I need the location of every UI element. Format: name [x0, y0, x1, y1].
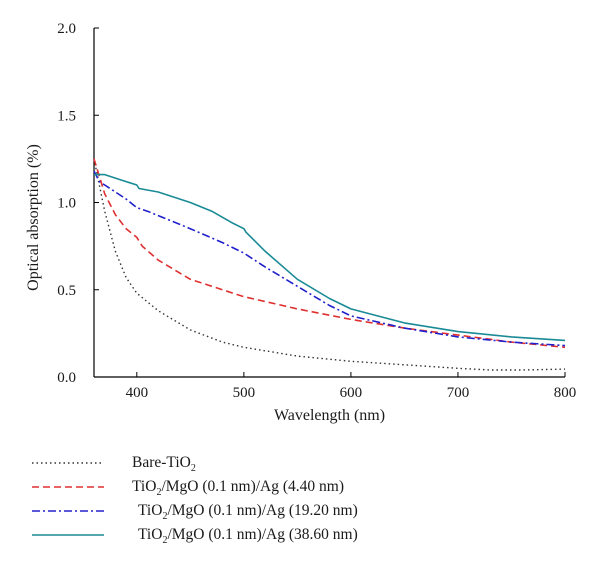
- legend-swatch: [32, 510, 104, 512]
- legend-label-post: /MgO (0.1 nm)/Ag (4.40 nm): [161, 478, 344, 495]
- series-line-2: [93, 158, 566, 349]
- legend-swatch: [32, 486, 104, 488]
- legend-item: TiO2/MgO (0.1 nm)/Ag (4.40 nm): [26, 476, 586, 500]
- x-tick-label: 600: [340, 385, 363, 401]
- legend-item: TiO2/MgO (0.1 nm)/Ag (38.60 nm): [26, 524, 586, 548]
- chart-legend: Bare-TiO2 TiO2/MgO (0.1 nm)/Ag (4.40 nm) T…: [26, 452, 586, 548]
- x-tick-label: 700: [447, 385, 470, 401]
- x-tick-label: 800: [554, 385, 577, 401]
- legend-item: TiO2/MgO (0.1 nm)/Ag (19.20 nm): [26, 500, 586, 524]
- y-tick-label: 0.5: [57, 283, 76, 299]
- legend-label-sub: 2: [156, 487, 162, 499]
- legend-label: TiO2/MgO (0.1 nm)/Ag (38.60 nm): [138, 526, 358, 546]
- legend-item: Bare-TiO2: [26, 452, 586, 476]
- x-tick-label: 500: [233, 385, 256, 401]
- y-tick-label: 1.0: [57, 196, 76, 212]
- series-layer: [93, 158, 566, 371]
- legend-label-pre: TiO: [138, 526, 163, 543]
- y-tick-label: 2.0: [57, 21, 76, 37]
- legend-label: TiO2/MgO (0.1 nm)/Ag (19.20 nm): [138, 502, 358, 522]
- x-axis-label: Wavelength (nm): [274, 407, 385, 424]
- legend-label: TiO2/MgO (0.1 nm)/Ag (4.40 nm): [132, 478, 344, 498]
- legend-label-post: /MgO (0.1 nm)/Ag (19.20 nm): [167, 502, 358, 519]
- legend-swatch: [32, 462, 104, 464]
- legend-label-pre: Bare-TiO: [132, 454, 191, 471]
- series-line-4: [94, 173, 566, 342]
- legend-label-pre: TiO: [132, 478, 157, 495]
- y-tick-label: 0.0: [57, 370, 76, 386]
- legend-label: Bare-TiO2: [132, 454, 196, 474]
- y-tick-label: 1.5: [57, 108, 76, 124]
- legend-label-sub: 2: [162, 535, 168, 547]
- y-axis-label: Optical absorption (%): [25, 144, 42, 291]
- legend-label-post: /MgO (0.1 nm)/Ag (38.60 nm): [167, 526, 358, 543]
- axes: 400 500 600 700 800 0.0 0.5 1.0 1.5 2.0: [57, 21, 576, 401]
- axis-labels: Wavelength (nm) Optical absorption (%): [25, 144, 385, 424]
- series-line-1: [93, 158, 566, 371]
- legend-label-sub: 2: [190, 463, 196, 475]
- legend-swatch: [32, 534, 104, 536]
- x-tick-label: 400: [126, 385, 149, 401]
- series-line-3: [93, 170, 566, 347]
- legend-label-sub: 2: [162, 511, 168, 523]
- legend-label-pre: TiO: [138, 502, 163, 519]
